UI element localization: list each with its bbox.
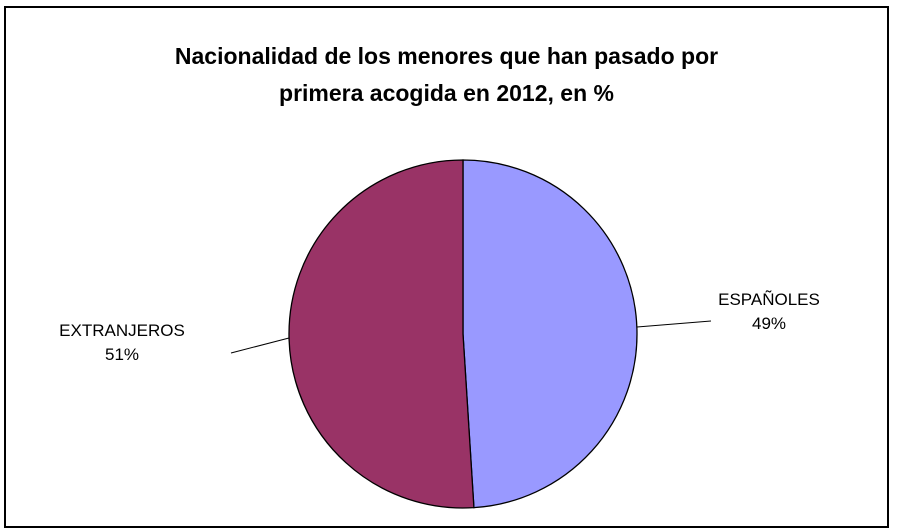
- slice-percent-label: 49%: [752, 314, 786, 333]
- chart-title: Nacionalidad de los menores que han pasa…: [6, 38, 887, 112]
- pie-chart: ESPAÑOLES 49% EXTRANJEROS 51%: [59, 159, 820, 509]
- leader-line-0: [636, 320, 712, 328]
- pie-slices: [288, 159, 638, 509]
- slice-labels: ESPAÑOLES 49% EXTRANJEROS 51%: [59, 290, 820, 364]
- slice-name-label: ESPAÑOLES: [718, 290, 820, 309]
- slice-percent-label: 51%: [105, 345, 139, 364]
- slice-name-label: EXTRANJEROS: [59, 321, 185, 340]
- chart-title-line-2: primera acogida en 2012, en %: [279, 80, 614, 106]
- leader-lines: [230, 320, 712, 354]
- chart-frame: Nacionalidad de los menores que han pasa…: [4, 6, 889, 528]
- pie-slice-extranjeros: [288, 159, 475, 509]
- chart-title-line-1: Nacionalidad de los menores que han pasa…: [174, 43, 719, 69]
- pie-slice-espa-oles: [462, 159, 638, 509]
- leader-line-1: [230, 337, 290, 354]
